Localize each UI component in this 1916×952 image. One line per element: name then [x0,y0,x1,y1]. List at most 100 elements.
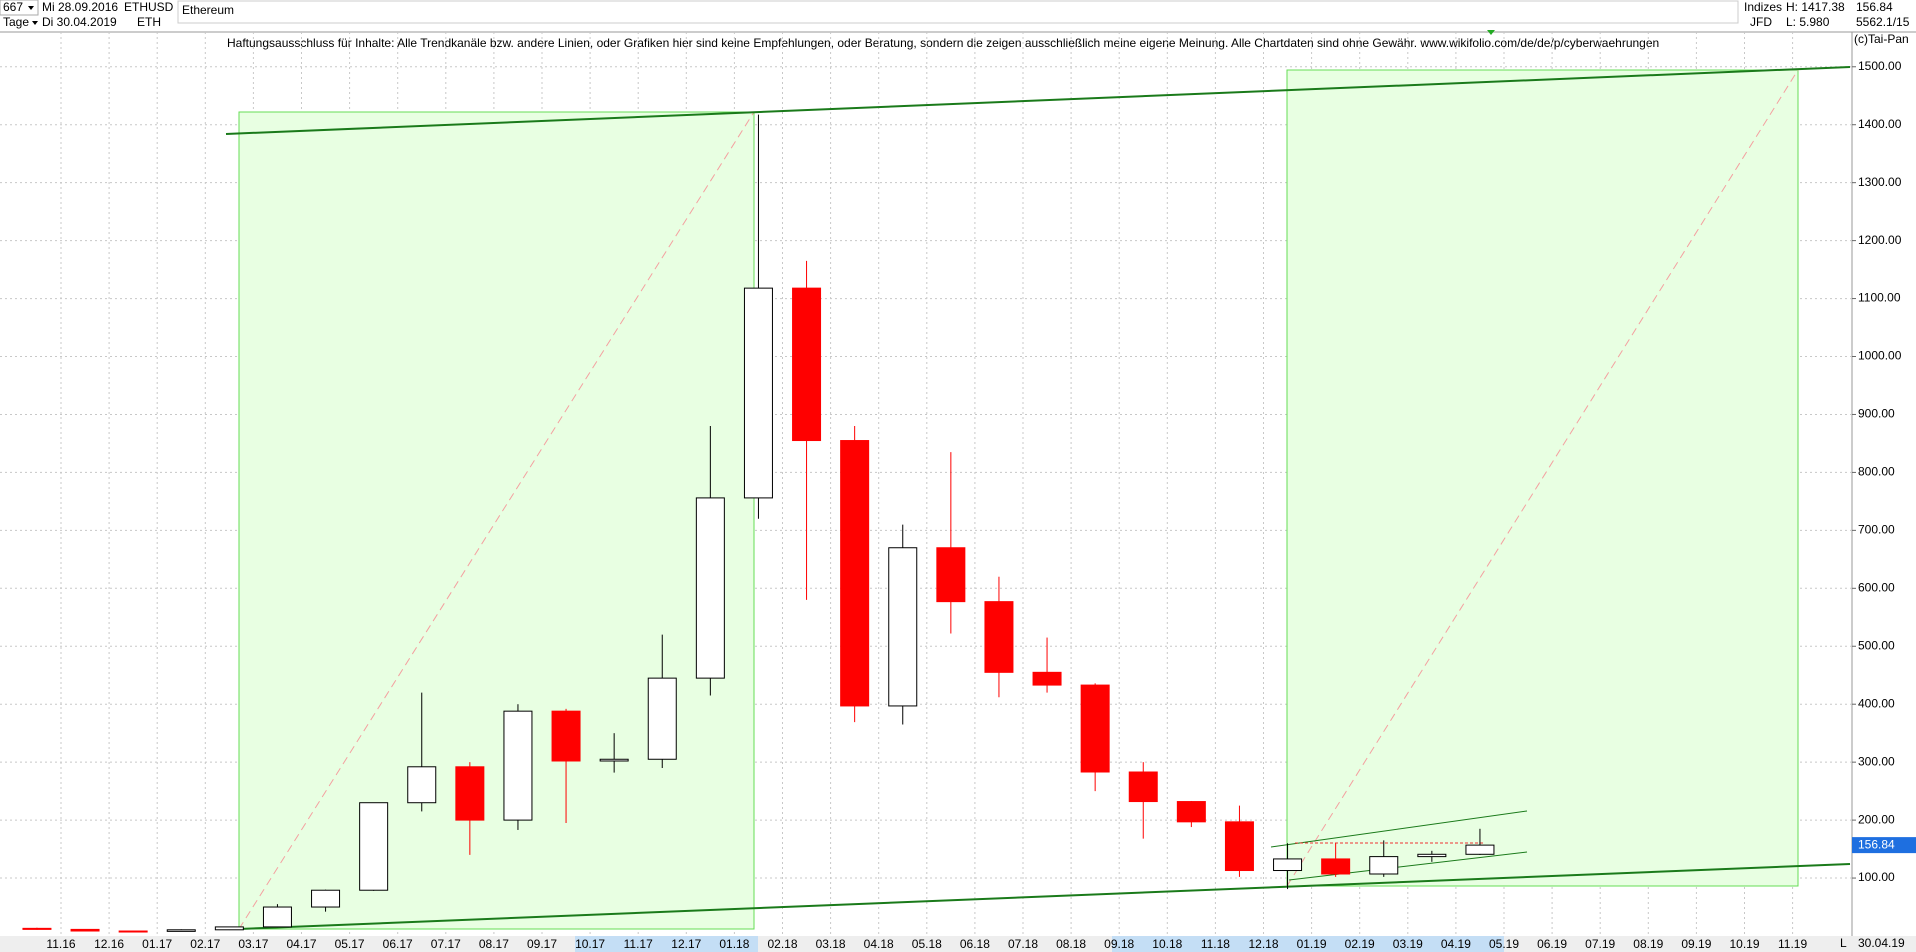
candle-body [1032,671,1062,686]
candle-body [455,766,485,821]
candle-body [743,287,773,499]
y-tick-label: 1000.00 [1858,349,1902,363]
price-tag [1852,837,1916,854]
x-tick-label: 11.18 [1201,937,1230,951]
end-date: Di 30.04.2019 [42,15,117,29]
x-tick-label: 01.17 [142,937,172,951]
x-tick-label: 05.19 [1489,937,1519,951]
price-tag-label: 156.84 [1858,837,1895,851]
candle-body [1465,844,1495,855]
y-tick-label: 1400.00 [1858,117,1902,131]
symbol-short: ETH [137,15,161,29]
x-tick-label: 09.19 [1681,937,1711,951]
channel-bottom [1288,851,1528,881]
x-tick-label: 04.18 [864,937,894,951]
y-tick-label: 400.00 [1858,696,1895,710]
x-tick-label: 11.16 [46,937,75,951]
y-tick-label: 800.00 [1858,465,1895,479]
candle-body [214,926,244,931]
x-tick-label: 11.17 [624,937,653,951]
candle-body [936,547,966,603]
candle-body [22,927,52,930]
instrument-name: Ethereum [182,3,234,17]
candle-body [359,802,389,891]
candle-body [1273,858,1303,872]
name-box [177,0,1739,24]
candle-body [118,930,148,933]
candle-body [695,497,725,679]
x-tick-label: 03.19 [1393,937,1423,951]
y-tick-label: 600.00 [1858,580,1895,594]
candle-body [1224,821,1254,872]
trendline-top [225,66,1851,135]
candle-body [70,928,100,932]
candle-body [1128,771,1158,803]
header-bg [0,0,1916,32]
y-tick-label: 200.00 [1858,812,1895,826]
candle-body [1417,853,1447,858]
candle-body [407,766,437,804]
projection-diagonal [1286,69,1799,887]
y-tick-label: 500.00 [1858,638,1895,652]
candle-body [311,889,341,908]
y-tick-label: 700.00 [1858,523,1895,537]
y-tick-label: 1500.00 [1858,59,1902,73]
scale-mode: L [1840,936,1847,950]
candle-body [1176,801,1206,823]
x-tick-label: 09.18 [1104,937,1134,951]
interval[interactable]: Tage [3,15,29,29]
x-tick-label: 09.17 [527,937,557,951]
count: 667 [3,0,23,14]
x-tick-label: 11.19 [1778,937,1807,951]
x-axis-highlight [1112,936,1504,952]
candle-body [551,710,581,762]
candle-body [1321,858,1351,875]
dropdown-arrow [28,6,34,10]
x-tick-label: 06.18 [960,937,990,951]
drawings [225,66,1851,930]
x-tick-label: 10.19 [1729,937,1759,951]
start-date: Mi 28.09.2016 [42,0,118,14]
x-tick-label: 03.18 [816,937,846,951]
candle-body [1369,856,1399,875]
y-tick-label: 300.00 [1858,754,1895,768]
x-tick-label: 05.18 [912,937,942,951]
x-axis-end: 30.04.19 [1858,936,1905,950]
x-tick-label: 10.17 [575,937,605,951]
symbol: ETHUSD [124,0,174,14]
x-tick-label: 02.18 [767,937,797,951]
x-tick-label: 08.17 [479,937,509,951]
x-tick-label: 01.19 [1297,937,1327,951]
y-tick-label: 1100.00 [1858,291,1901,305]
candle-body [599,758,629,762]
y-tick-label: 1300.00 [1858,175,1902,189]
x-tick-label: 04.19 [1441,937,1471,951]
projection-diagonal [238,111,755,930]
group: Indizes [1744,0,1782,14]
broker: JFD [1750,15,1772,29]
dropdown-arrow [32,21,38,25]
last-price-header: 156.84 [1856,0,1893,14]
x-tick-label: 12.17 [671,937,701,951]
y-tick-label: 100.00 [1858,870,1895,884]
candle-body [1080,684,1110,773]
x-tick-label: 06.19 [1537,937,1567,951]
candle-body [166,929,196,932]
x-tick-label: 07.17 [431,937,461,951]
low: L: 5.980 [1786,15,1830,29]
candle-body [262,906,292,928]
extra: 5562.1/15 [1856,15,1910,29]
candle-body [647,677,677,760]
x-tick-label: 05.17 [335,937,365,951]
x-tick-label: 07.18 [1008,937,1038,951]
candle-body [984,601,1014,673]
x-tick-label: 02.17 [190,937,220,951]
count-box[interactable] [0,0,39,16]
x-tick-label: 08.18 [1056,937,1086,951]
x-tick-label: 08.19 [1633,937,1663,951]
copyright: (c)Tai-Pan [1854,32,1909,46]
x-axis-highlight [575,936,758,952]
x-tick-label: 06.17 [383,937,413,951]
